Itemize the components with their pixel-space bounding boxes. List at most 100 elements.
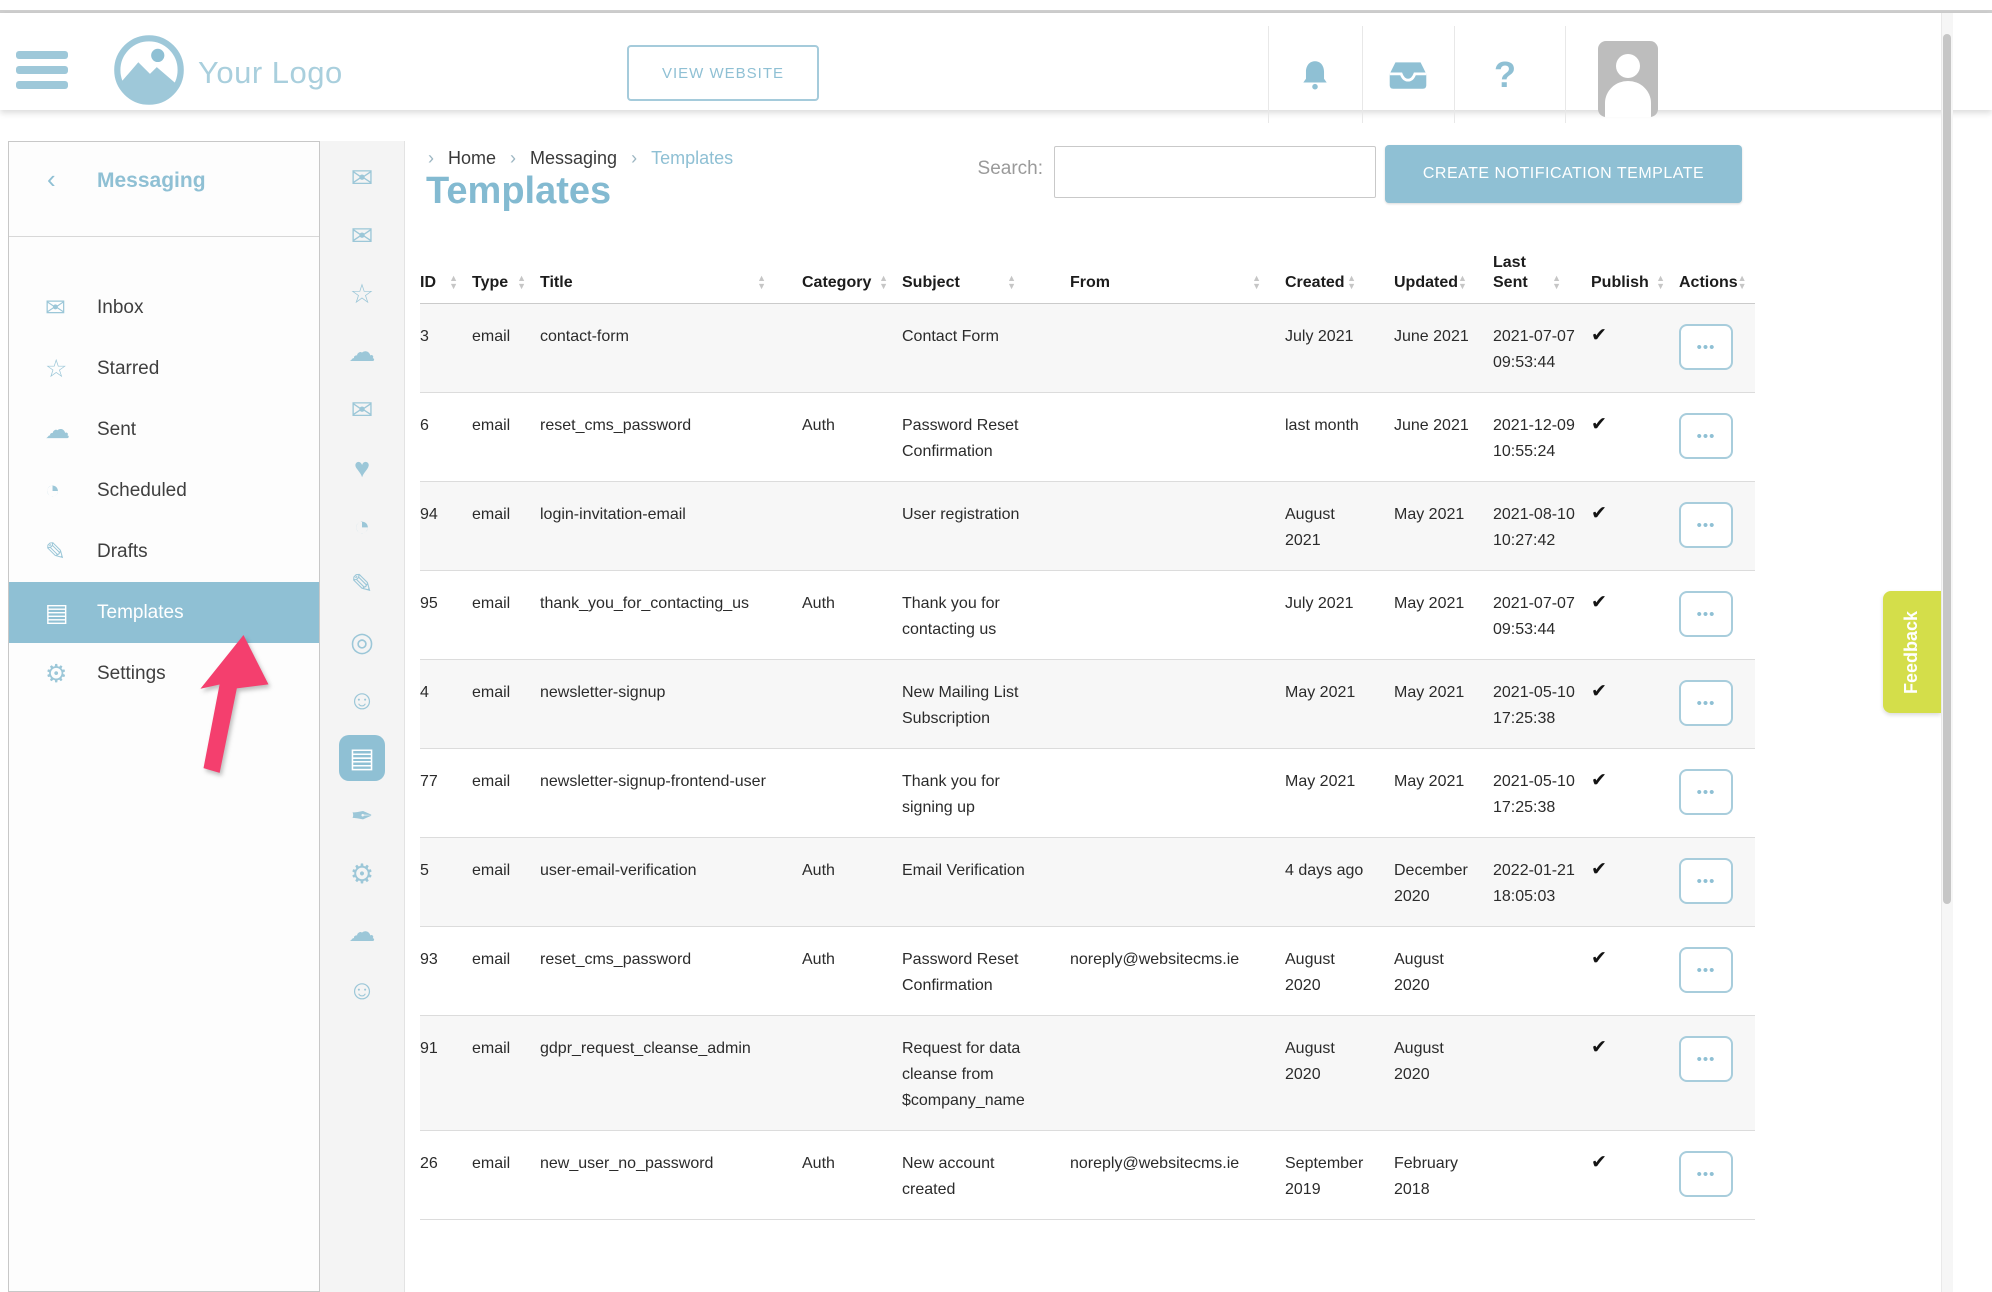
cell-updated: December 2020 <box>1394 862 1468 905</box>
column-header[interactable]: ID ▲ ▼ <box>420 273 472 293</box>
notifications-bell-icon[interactable] <box>1293 53 1337 97</box>
row-actions-button[interactable]: ••• <box>1679 1151 1733 1197</box>
strip-icon[interactable]: ✉ <box>339 213 385 259</box>
sidebar-item[interactable]: ☁ Sent <box>9 399 319 460</box>
cell-last-sent: 2021-12-09 10:55:24 <box>1493 417 1575 460</box>
cell-created: May 2021 <box>1285 684 1356 701</box>
cell-updated: May 2021 <box>1394 506 1465 523</box>
row-actions-button[interactable]: ••• <box>1679 591 1733 637</box>
column-header[interactable]: Subject ▲ ▼ <box>902 273 1070 293</box>
strip-icon[interactable]: ▤ <box>339 735 385 781</box>
column-header[interactable]: Type ▲ ▼ <box>472 273 540 293</box>
breadcrumb-item[interactable]: Home <box>448 148 497 168</box>
column-header[interactable]: Updated ▲ ▼ <box>1394 273 1493 293</box>
sort-arrows-icon: ▲ ▼ <box>1252 273 1261 291</box>
column-header[interactable]: Category ▲ ▼ <box>802 273 902 293</box>
user-avatar[interactable] <box>1598 41 1658 117</box>
strip-icon[interactable]: ♥ <box>339 445 385 491</box>
cell-from <box>1070 680 1285 732</box>
strip-icon[interactable]: ◎ <box>339 619 385 665</box>
create-notification-template-button[interactable]: CREATE NOTIFICATION TEMPLATE <box>1385 145 1742 203</box>
sidebar-menu: ✉ Inbox ☆ Starred ☁ Sent ◔ Scheduled <box>9 277 319 704</box>
sort-arrows-icon: ▲ ▼ <box>449 273 458 291</box>
cloud-sync-icon: ☁ <box>348 916 376 947</box>
page-title: Templates <box>426 170 612 212</box>
cell-from <box>1070 858 1285 910</box>
strip-icon[interactable]: ✉ <box>339 155 385 201</box>
strip-icon[interactable]: ☺ <box>339 967 385 1013</box>
cell-category: Auth <box>802 1155 835 1172</box>
sidebar-item[interactable]: ◔ Scheduled <box>9 460 319 521</box>
settings-gear-icon: ⚙ <box>349 858 375 889</box>
sidebar-item[interactable]: ⚙ Settings <box>9 643 319 704</box>
table-header-row: ID ▲ ▼ Type ▲ ▼ Title ▲ ▼ <box>420 246 1755 304</box>
cell-created: last month <box>1285 417 1359 434</box>
column-header[interactable]: Last Sent ▲ ▼ <box>1493 253 1591 293</box>
sidebar-item[interactable]: ☆ Starred <box>9 338 319 399</box>
cell-type: email <box>472 506 511 523</box>
row-actions-button[interactable]: ••• <box>1679 502 1733 548</box>
column-header[interactable]: Publish ▲ ▼ <box>1591 273 1679 293</box>
sidebar-item-label: Sent <box>97 418 137 440</box>
row-actions-button[interactable]: ••• <box>1679 324 1733 370</box>
sidebar-item[interactable]: ▤ Templates <box>9 582 319 643</box>
column-header[interactable]: Title ▲ ▼ <box>540 273 802 293</box>
publish-check-icon: ✔ <box>1591 1152 1607 1173</box>
hamburger-menu-icon[interactable] <box>16 51 68 95</box>
strip-icon[interactable]: ☆ <box>339 271 385 317</box>
cell-type: email <box>472 417 511 434</box>
sort-arrows-icon: ▲ ▼ <box>1656 273 1665 291</box>
view-website-button[interactable]: VIEW WEBSITE <box>627 45 819 101</box>
broadcast-chat-icon: ◎ <box>350 626 374 657</box>
search-input[interactable] <box>1054 146 1376 198</box>
breadcrumb-separator: › <box>510 148 517 168</box>
cell-subject: Thank you for signing up <box>902 773 1000 816</box>
row-actions-button[interactable]: ••• <box>1679 947 1733 993</box>
cell-from <box>1070 413 1285 465</box>
column-header[interactable]: From ▲ ▼ <box>1070 273 1285 293</box>
templates-table: ID ▲ ▼ Type ▲ ▼ Title ▲ ▼ <box>420 246 1755 1220</box>
feedback-label: Feedback <box>1901 610 1922 694</box>
table-row: 6 email reset_cms_password Auth Password… <box>420 393 1755 482</box>
strip-icon[interactable]: ✒ <box>339 793 385 839</box>
strip-icon[interactable]: ✎ <box>339 561 385 607</box>
scrollbar-thumb[interactable] <box>1943 34 1951 904</box>
column-header[interactable]: Created ▲ ▼ <box>1285 273 1394 293</box>
breadcrumb-item[interactable]: Templates <box>651 148 734 168</box>
strip-icon[interactable]: ☁ <box>339 329 385 375</box>
support-agent-icon: ☺ <box>348 684 376 715</box>
back-chevron-icon[interactable]: ‹ <box>47 164 56 194</box>
inbox-tray-icon[interactable] <box>1386 53 1430 97</box>
row-actions-button[interactable]: ••• <box>1679 858 1733 904</box>
row-actions-button[interactable]: ••• <box>1679 769 1733 815</box>
sidebar-item[interactable]: ✎ Drafts <box>9 521 319 582</box>
cell-category <box>802 324 902 376</box>
cell-type: email <box>472 328 511 345</box>
strip-icon[interactable]: ⚙ <box>339 851 385 897</box>
strip-icon[interactable]: ◔ <box>339 503 385 549</box>
strip-icon[interactable]: ✉ <box>339 387 385 433</box>
row-actions-button[interactable]: ••• <box>1679 1036 1733 1082</box>
column-header-label: Subject <box>902 274 960 291</box>
starred-envelope-icon: ☆ <box>45 354 68 383</box>
cell-last-sent: 2021-07-07 09:53:44 <box>1493 595 1575 638</box>
strip-icon[interactable]: ☺ <box>339 677 385 723</box>
sidebar-item[interactable]: ✉ Inbox <box>9 277 319 338</box>
row-actions-button[interactable]: ••• <box>1679 680 1733 726</box>
cell-type: email <box>472 684 511 701</box>
cell-last-sent: 2021-05-10 17:25:38 <box>1493 684 1575 727</box>
cell-category: Auth <box>802 951 835 968</box>
help-icon[interactable]: ? <box>1494 54 1516 95</box>
cell-title: newsletter-signup-frontend-user <box>540 773 766 790</box>
feedback-tab[interactable]: Feedback <box>1883 591 1941 713</box>
row-actions-button[interactable]: ••• <box>1679 413 1733 459</box>
cell-from: noreply@websitecms.ie <box>1070 951 1240 968</box>
inbox-envelope-icon: ✉ <box>350 220 374 251</box>
cell-id: 4 <box>420 684 429 701</box>
breadcrumb-separator: › <box>428 148 434 168</box>
logo-image-icon[interactable] <box>114 35 184 105</box>
sort-arrows-icon: ▲ ▼ <box>1458 273 1467 291</box>
breadcrumb-item[interactable]: Messaging <box>530 148 618 168</box>
strip-icon[interactable]: ☁ <box>339 909 385 955</box>
column-header[interactable]: Actions ▲ ▼ <box>1679 273 1755 293</box>
